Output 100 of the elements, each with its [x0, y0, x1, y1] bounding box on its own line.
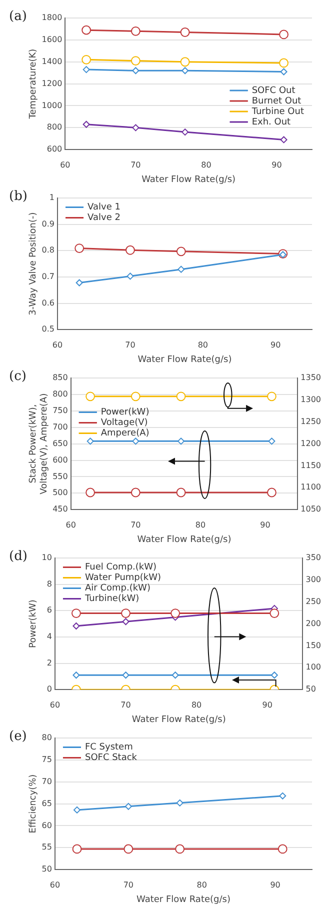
- legend-label: Valve 1: [88, 202, 120, 213]
- x-tick-label: 70: [125, 340, 136, 350]
- y-tick-label: 70: [42, 776, 52, 786]
- y2-tick-label: 350: [306, 553, 322, 562]
- y-tick-label: 1800: [42, 13, 62, 22]
- point: [72, 608, 81, 618]
- x-axis-title: Water Flow Rate(g/s): [132, 714, 226, 725]
- y2-tick-label: 1100: [300, 482, 321, 492]
- x-tick-label: 90: [270, 880, 280, 890]
- legend-label: Fuel Comp.(kW): [84, 562, 157, 573]
- y-tick-label: 55: [42, 842, 52, 852]
- point: [278, 844, 288, 854]
- legend-label: Power(kW): [100, 408, 150, 418]
- point: [126, 272, 134, 280]
- legend-label: Burnet Out: [252, 96, 302, 106]
- point: [72, 844, 82, 854]
- y2-tick-label: 1250: [300, 416, 321, 426]
- point: [182, 128, 189, 136]
- point: [270, 608, 280, 618]
- x-tick-label: 70: [120, 700, 131, 710]
- point: [74, 244, 84, 253]
- legend-label: Exh. Out: [252, 117, 292, 128]
- point: [124, 844, 134, 854]
- chart-title: (c): [9, 368, 26, 384]
- y-tick-label: 1: [49, 193, 55, 202]
- point: [170, 608, 180, 618]
- y-axis-title: 3-Way Valve Position(-): [28, 212, 39, 316]
- legend-label: Water Pump(kW): [84, 573, 162, 584]
- x-tick-label: 70: [130, 160, 141, 170]
- chart-title: (a): [9, 8, 27, 24]
- x-tick-label: 70: [123, 880, 134, 890]
- y-tick-label: 1200: [42, 78, 62, 88]
- y-tick-label: 0.5: [42, 324, 55, 334]
- x-tick-label: 70: [130, 520, 141, 530]
- y2-tick-label: 50: [306, 684, 316, 694]
- x-tick-label: 90: [272, 160, 282, 170]
- y-axis-title: Efficiency(%): [28, 774, 39, 834]
- legend-label: SOFC Out: [252, 86, 296, 96]
- point: [178, 266, 185, 273]
- x-tick-label: 80: [201, 160, 212, 170]
- x-tick-label: 90: [270, 340, 281, 350]
- legend-label: Valve 2: [88, 213, 120, 224]
- chart-title: (b): [9, 188, 28, 204]
- point: [132, 67, 140, 74]
- point: [82, 66, 90, 74]
- y-tick-label: 1400: [42, 56, 62, 66]
- x-axis-title: Water Flow Rate(g/s): [138, 354, 232, 365]
- y-tick-label: 65: [42, 798, 52, 808]
- point: [175, 844, 185, 854]
- point: [82, 25, 92, 35]
- y-tick-label: 550: [52, 472, 68, 481]
- y-axis-title: Power(kW): [28, 600, 39, 648]
- legend-label: Turbine Out: [250, 106, 304, 117]
- x-axis-title: Water Flow Rate(g/s): [136, 894, 230, 905]
- y-tick-label: 2: [46, 658, 52, 668]
- y2-tick-label: 1200: [300, 438, 321, 448]
- y-tick-label: 0: [46, 684, 52, 694]
- y-tick-label: 0.7: [42, 272, 55, 282]
- point: [182, 67, 189, 74]
- y-tick-label: 0.9: [42, 219, 55, 228]
- point: [180, 28, 190, 37]
- y2-tick-label: 100: [306, 662, 322, 672]
- point: [72, 672, 80, 679]
- point: [121, 608, 130, 618]
- point: [122, 618, 130, 626]
- point: [132, 124, 140, 132]
- point: [74, 806, 81, 814]
- y-tick-label: 450: [52, 504, 68, 514]
- x-tick-label: 90: [262, 700, 272, 710]
- y-tick-label: 8: [46, 579, 52, 588]
- y-axis-title: Temperature(K): [28, 48, 39, 120]
- legend-label: Voltage(V): [100, 418, 148, 428]
- point: [279, 30, 288, 40]
- point: [279, 792, 286, 800]
- x-tick-label: 90: [260, 520, 270, 530]
- point: [122, 672, 130, 679]
- legend-label: FC System: [84, 742, 133, 753]
- y2-tick-label: 250: [306, 596, 322, 606]
- point: [172, 672, 179, 679]
- y2-tick-label: 300: [306, 575, 322, 584]
- point: [82, 54, 92, 64]
- chart-title: (d): [9, 548, 28, 564]
- point: [126, 245, 135, 255]
- point: [124, 802, 132, 810]
- point: [280, 68, 288, 76]
- y-tick-label: 800: [52, 390, 68, 399]
- y-tick-label: 500: [52, 488, 68, 498]
- point: [280, 136, 288, 144]
- y-tick-label: 750: [52, 406, 68, 415]
- y-tick-label: 4: [46, 632, 52, 642]
- legend-label: Air Comp.(kW): [84, 584, 150, 594]
- y-tick-label: 1000: [42, 100, 62, 110]
- y-tick-label: 600: [46, 144, 62, 154]
- point: [180, 57, 190, 67]
- y-tick-label: 800: [46, 122, 62, 132]
- y-tick-label: 0.8: [42, 246, 55, 255]
- y-tick-label: 850: [52, 373, 68, 382]
- x-axis-title: Water Flow Rate(g/s): [137, 534, 232, 545]
- point: [130, 26, 140, 36]
- y-tick-label: 6: [46, 606, 52, 615]
